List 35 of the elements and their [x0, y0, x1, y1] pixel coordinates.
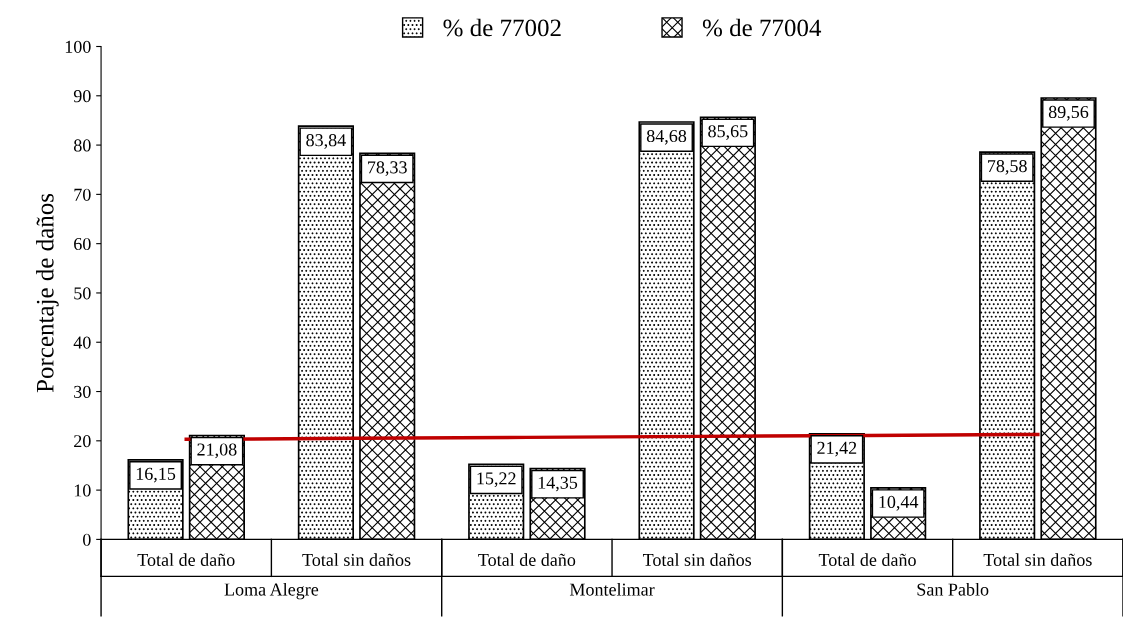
y-tick-label: 40: [73, 336, 91, 349]
data-label: 16,15: [136, 467, 176, 483]
data-label: 21,42: [817, 441, 857, 457]
text: Loma Alegre: [224, 582, 319, 600]
x-tick-label: Total de daño: [137, 553, 235, 566]
x-tick-label: Total sin daños: [302, 553, 411, 566]
x-tick-label: Total sin daños: [983, 553, 1092, 566]
data-label: 84,68: [646, 129, 687, 145]
y-tick-label: 100: [65, 40, 91, 53]
x-tick-label: Total de daño: [818, 553, 916, 566]
x-tick-label: Total de daño: [478, 553, 576, 566]
y-tick-label: 80: [73, 139, 91, 152]
y-tick-label: 60: [74, 237, 91, 251]
data-label: 21,08: [197, 443, 237, 459]
data-label: 89,56: [1048, 105, 1089, 121]
y-axis-title: Porcentaje de daños: [36, 193, 59, 393]
data-label: 78,33: [368, 161, 407, 177]
legend-label: % de 77002: [443, 18, 561, 37]
y-tick-label: 0: [83, 533, 91, 546]
data-label: 10,44: [879, 495, 919, 511]
text: Montelimar: [569, 582, 655, 596]
data-label: 78,58: [988, 159, 1027, 175]
x-tick-label: Total sin daños: [642, 553, 752, 566]
data-label: 14,35: [538, 476, 578, 492]
data-label: 83,84: [306, 134, 346, 149]
y-tick-label: 90: [73, 90, 91, 103]
y-tick-label: 30: [74, 385, 91, 398]
data-label: 85,65: [708, 125, 748, 140]
y-tick-label: 50: [74, 287, 91, 300]
text: San Pablo: [917, 582, 989, 596]
legend-label: % de 77004: [702, 18, 822, 37]
data-label: 15,22: [477, 472, 516, 488]
y-tick-label: 20: [74, 435, 91, 448]
y-tick-label: 10: [74, 484, 91, 497]
y-tick-label: 70: [74, 188, 91, 201]
